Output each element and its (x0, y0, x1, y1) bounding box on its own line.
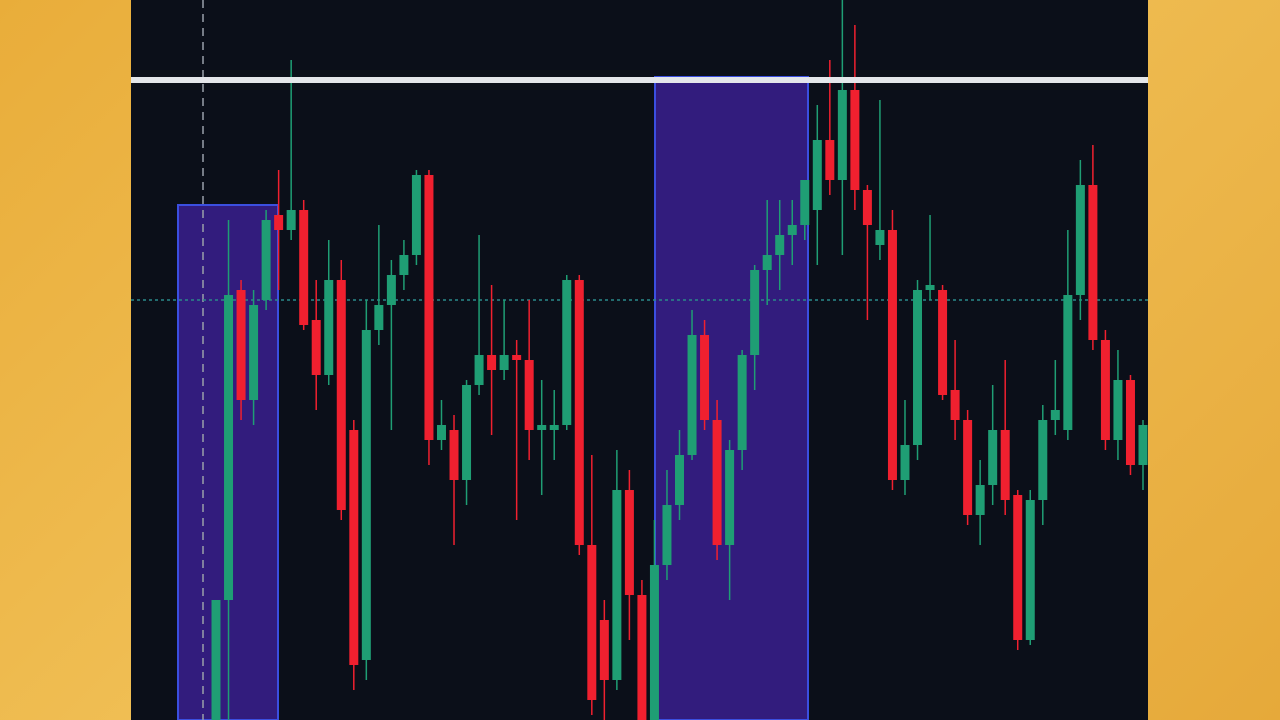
candle-body (725, 450, 735, 545)
candle-body (311, 320, 321, 375)
candle-body (436, 425, 446, 440)
candle-body (324, 280, 334, 375)
candles (211, 0, 1148, 720)
candle-body (925, 285, 935, 290)
candle-body (336, 280, 346, 510)
candle-body (850, 90, 860, 190)
candle-body (1075, 185, 1085, 295)
candle-body (900, 445, 910, 480)
candle-body (712, 420, 722, 545)
candle-body (499, 355, 509, 370)
candle-body (249, 305, 259, 400)
candle-body (988, 430, 998, 485)
candle-body (549, 425, 559, 430)
candle-body (787, 225, 797, 235)
candle-body (1050, 410, 1060, 420)
candle-body (862, 190, 872, 225)
candle-body (599, 620, 609, 680)
candle-body (424, 175, 434, 440)
candle-body (1000, 430, 1010, 500)
candle-body (299, 210, 309, 325)
candle-body (361, 330, 371, 660)
candle-body (399, 255, 409, 275)
candle-body (474, 355, 484, 385)
candle-body (1025, 500, 1035, 640)
candle-body (624, 490, 634, 595)
candle-body (1138, 425, 1148, 465)
candle-body (261, 220, 271, 300)
candle-body (374, 305, 384, 330)
candle-body (211, 600, 221, 720)
candle-body (386, 275, 396, 305)
range-box (654, 76, 809, 720)
candle-body (938, 290, 948, 395)
candle-body (750, 270, 760, 355)
candle-body (875, 230, 885, 245)
candle-body (1100, 340, 1110, 440)
candle-body (224, 295, 234, 600)
candle-body (612, 490, 622, 680)
candle-body (737, 355, 747, 450)
candle-body (887, 230, 897, 480)
candle-body (649, 565, 659, 720)
candle-body (462, 385, 472, 480)
candle-body (662, 505, 672, 565)
candle-body (963, 420, 973, 515)
candle-body (675, 455, 684, 505)
candle-body (487, 355, 497, 370)
candle-body (587, 545, 597, 700)
candle-body (574, 280, 584, 545)
candle-body (449, 430, 459, 480)
candle-body (562, 280, 572, 425)
candle-body (687, 335, 697, 455)
candle-body (236, 290, 246, 400)
candle-body (700, 335, 710, 420)
candle-body (524, 360, 534, 430)
candle-body (1125, 380, 1135, 465)
candle-body (825, 140, 835, 180)
candle-body (975, 485, 985, 515)
candle-body (837, 90, 847, 180)
candle-body (349, 430, 359, 665)
candle-body (512, 355, 522, 360)
candle-body (950, 390, 960, 420)
candle-body (1063, 295, 1073, 430)
candle-body (800, 180, 810, 225)
candle-body (913, 290, 923, 445)
candle-body (411, 175, 421, 255)
candle-body (537, 425, 547, 430)
candle-body (812, 140, 822, 210)
candle-body (286, 210, 296, 230)
candle-body (762, 255, 772, 270)
candle-body (775, 235, 785, 255)
candle-body (1088, 185, 1098, 340)
candle-body (274, 215, 284, 230)
candle-body (1013, 495, 1023, 640)
candle-body (1038, 420, 1048, 500)
candle-body (637, 595, 647, 720)
candle-body (1113, 380, 1123, 440)
